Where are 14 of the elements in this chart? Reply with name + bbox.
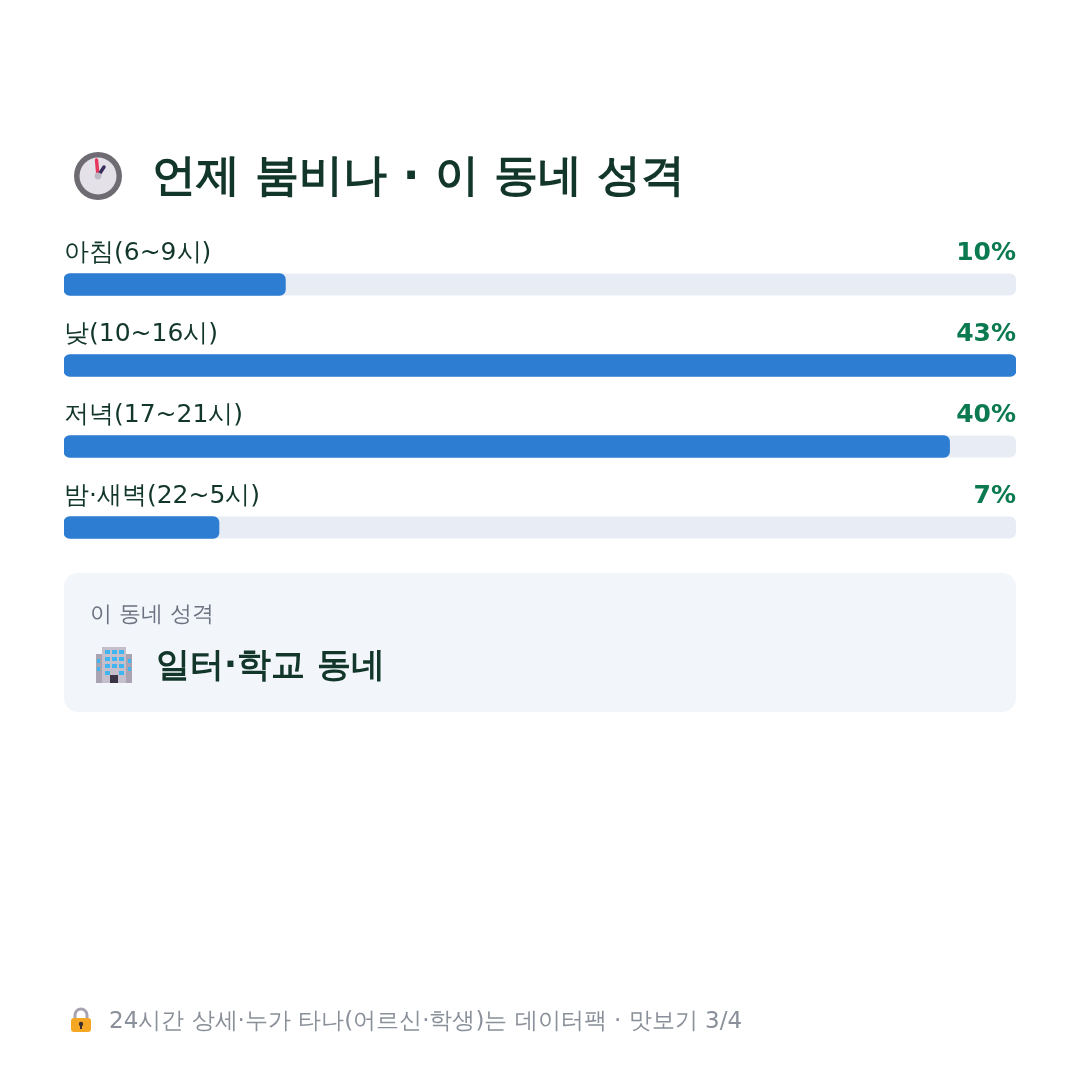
data-label: 40%: [956, 398, 1016, 428]
y-tick-label: 아침(6~9시): [64, 236, 212, 266]
y-tick-label: 밤·새벽(22~5시): [64, 479, 261, 509]
data-label: 43%: [956, 317, 1016, 347]
chart-title: 언제 붐비나 · 이 동네 성격: [152, 148, 686, 202]
bar: [64, 273, 286, 296]
data-label: 10%: [956, 236, 1016, 266]
y-tick-label: 낮(10~16시): [64, 317, 219, 347]
data-label: 7%: [973, 479, 1016, 509]
y-tick-label: 저녁(17~21시): [64, 398, 244, 428]
text: 24시간 상세·누가 타나(어르신·학생)는 데이터팩 · 맛보기 3/4: [109, 1006, 743, 1035]
text: 일터·학교 동네: [156, 643, 385, 686]
bar: [64, 516, 220, 539]
text: 이 동네 성격: [90, 600, 214, 628]
